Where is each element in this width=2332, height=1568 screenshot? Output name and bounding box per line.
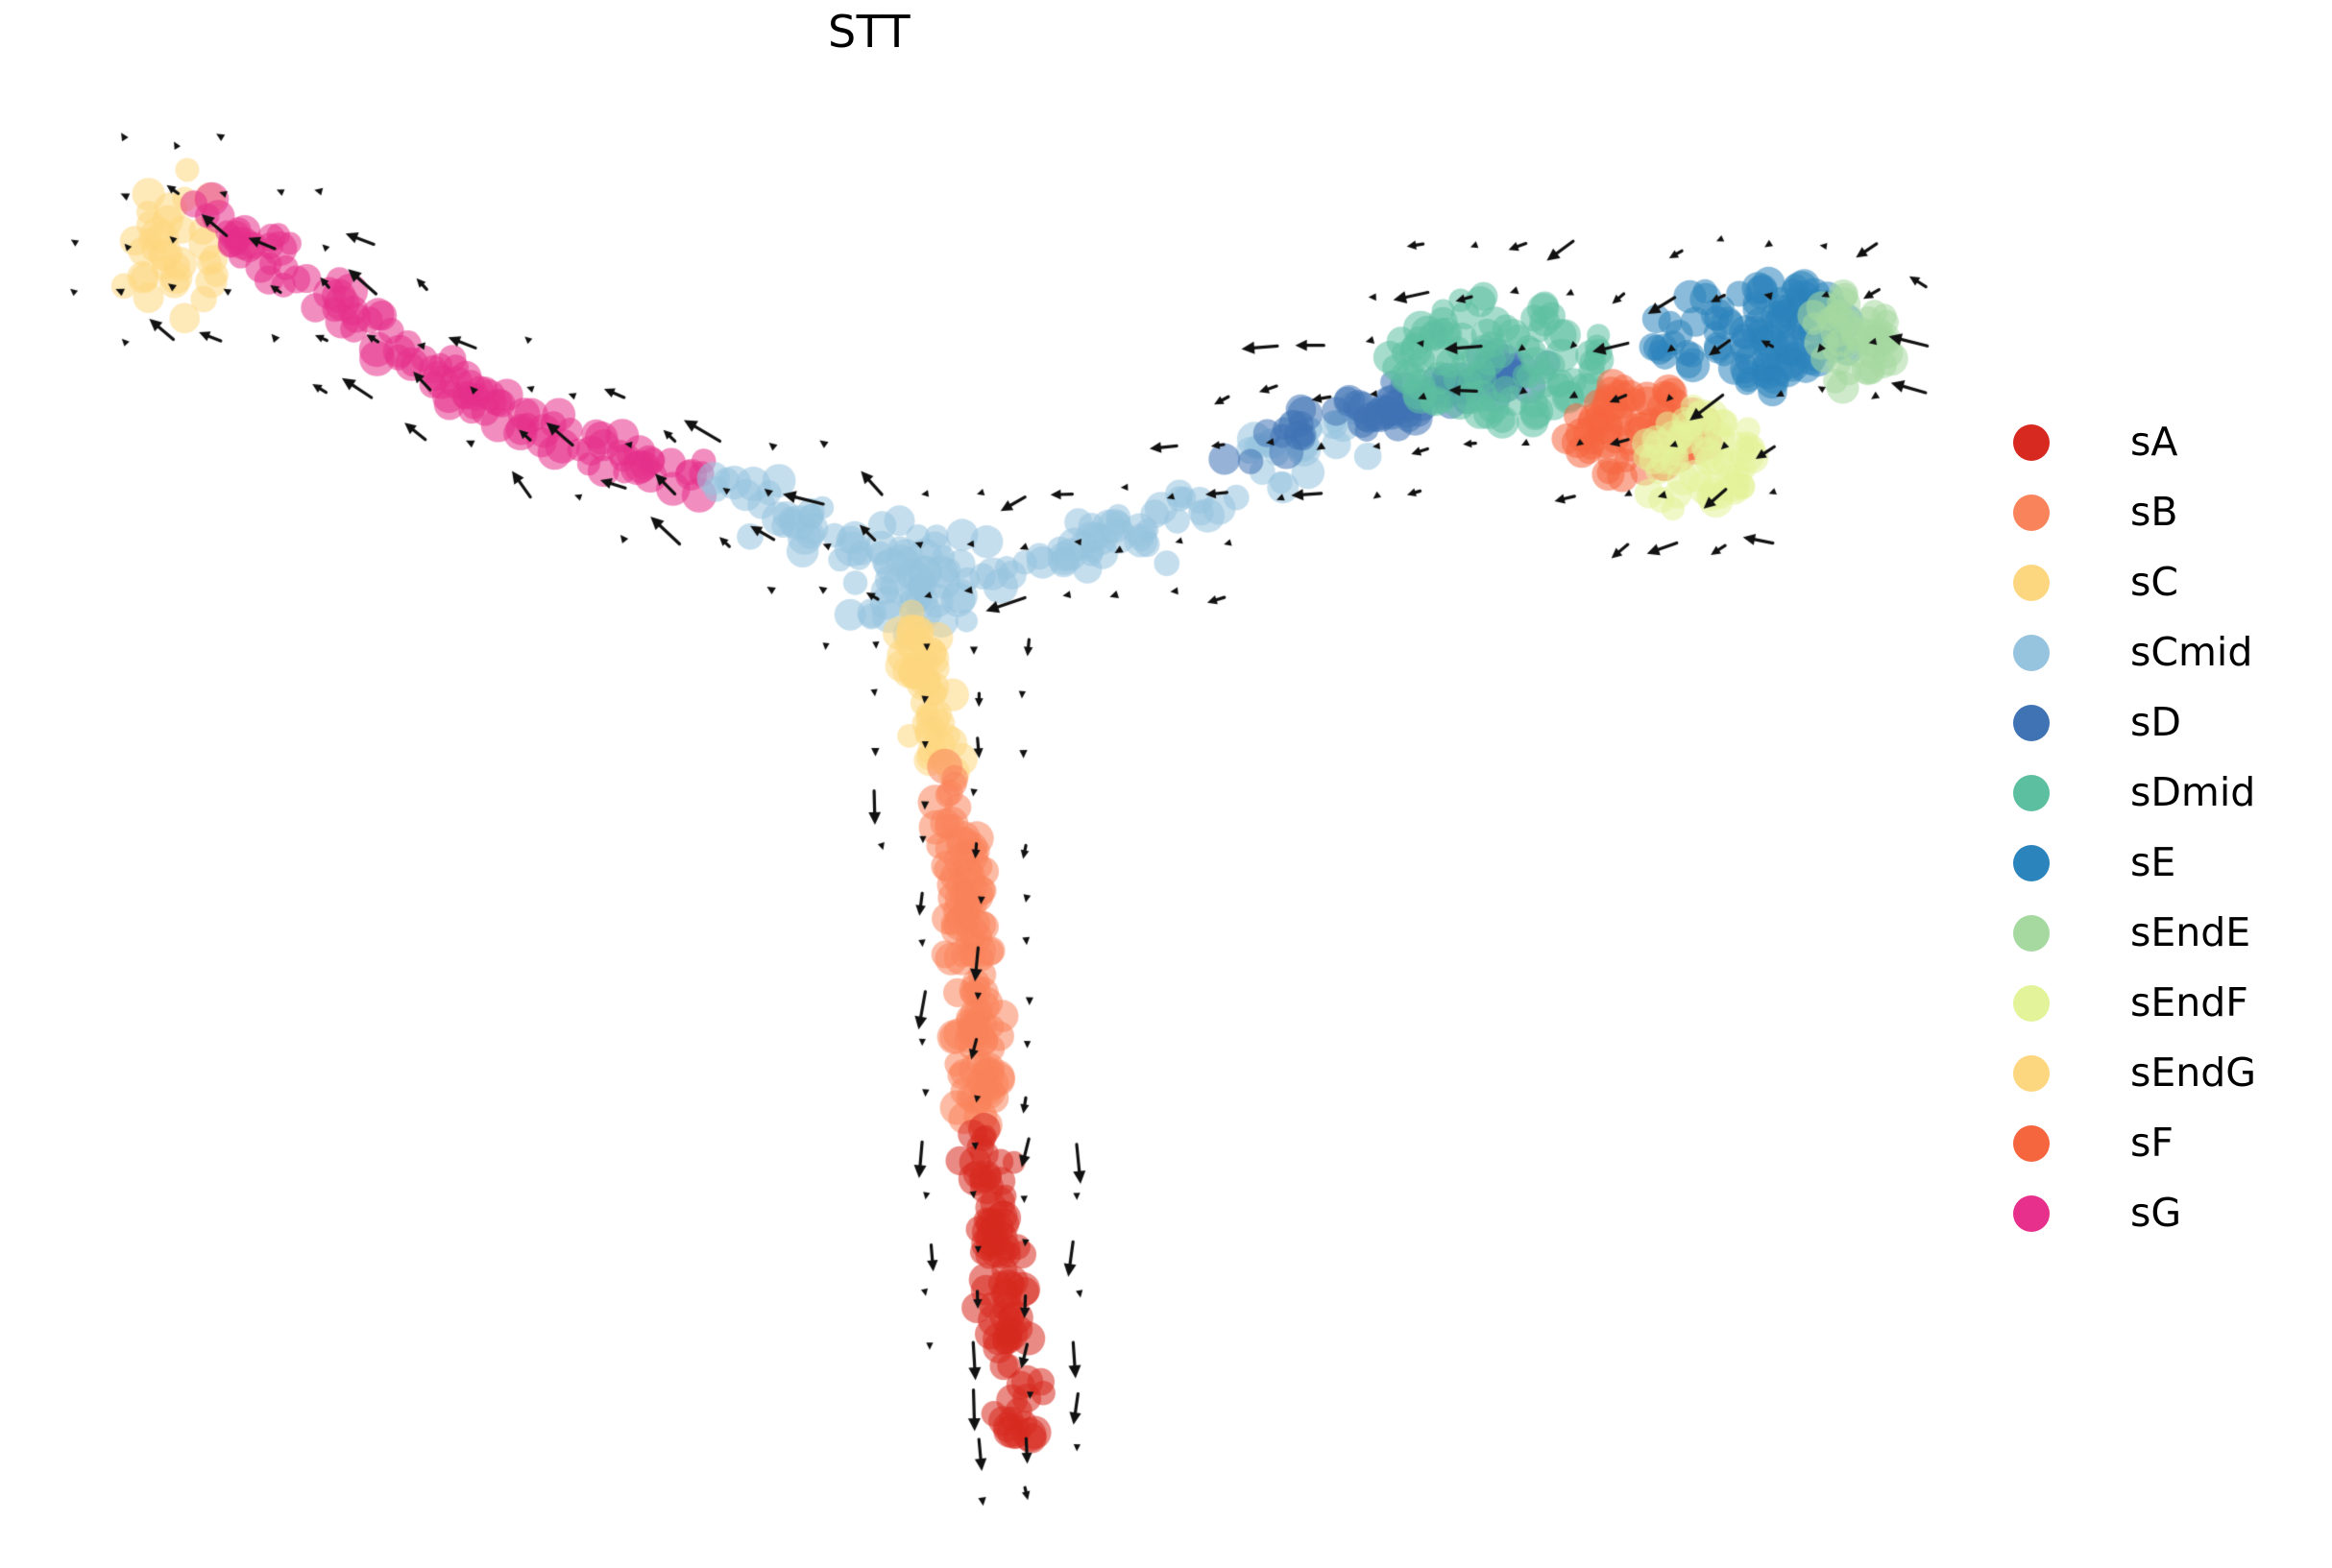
legend-label-sC: sC [2130,559,2178,605]
legend-item-sB[interactable]: sB [2002,477,2319,547]
legend-swatch-sEndE [2013,914,2050,952]
legend-swatch-sG [2013,1194,2050,1232]
velocity-quiver-overlay [0,0,1950,1568]
legend-item-sCmid[interactable]: sCmid [2002,617,2319,688]
legend-swatch-sF [2013,1124,2050,1162]
legend-swatch-sE [2013,844,2050,881]
legend-swatch-sC [2013,564,2050,601]
legend-item-sEndG[interactable]: sEndG [2002,1038,2319,1108]
legend-swatch-sEndF [2013,984,2050,1022]
legend-swatch-sDmid [2013,774,2050,811]
legend-swatch-sB [2013,494,2050,531]
legend-swatch-sD [2013,704,2050,741]
legend-label-sEndF: sEndF [2130,979,2248,1025]
legend: sA sB sC sCmid sD sDmid sE sEndE sEndF sEndG sF sG [2002,407,2319,1248]
legend-label-sB: sB [2130,489,2178,535]
legend-label-sE: sE [2130,839,2176,885]
legend-item-sEndE[interactable]: sEndE [2002,898,2319,968]
legend-label-sA: sA [2130,419,2178,465]
legend-item-sE[interactable]: sE [2002,828,2319,898]
legend-item-sEndF[interactable]: sEndF [2002,968,2319,1038]
legend-item-sA[interactable]: sA [2002,407,2319,477]
legend-item-sDmid[interactable]: sDmid [2002,758,2319,828]
legend-label-sEndE: sEndE [2130,909,2251,955]
legend-item-sD[interactable]: sD [2002,688,2319,758]
legend-label-sCmid: sCmid [2130,629,2253,675]
legend-item-sG[interactable]: sG [2002,1178,2319,1248]
legend-label-sF: sF [2130,1120,2174,1166]
legend-label-sG: sG [2130,1190,2182,1236]
legend-swatch-sA [2013,423,2050,461]
legend-label-sDmid: sDmid [2130,769,2256,815]
legend-label-sD: sD [2130,699,2181,745]
legend-swatch-sCmid [2013,634,2050,671]
legend-swatch-sEndG [2013,1054,2050,1092]
legend-label-sEndG: sEndG [2130,1049,2257,1096]
legend-item-sF[interactable]: sF [2002,1108,2319,1178]
legend-item-sC[interactable]: sC [2002,547,2319,617]
